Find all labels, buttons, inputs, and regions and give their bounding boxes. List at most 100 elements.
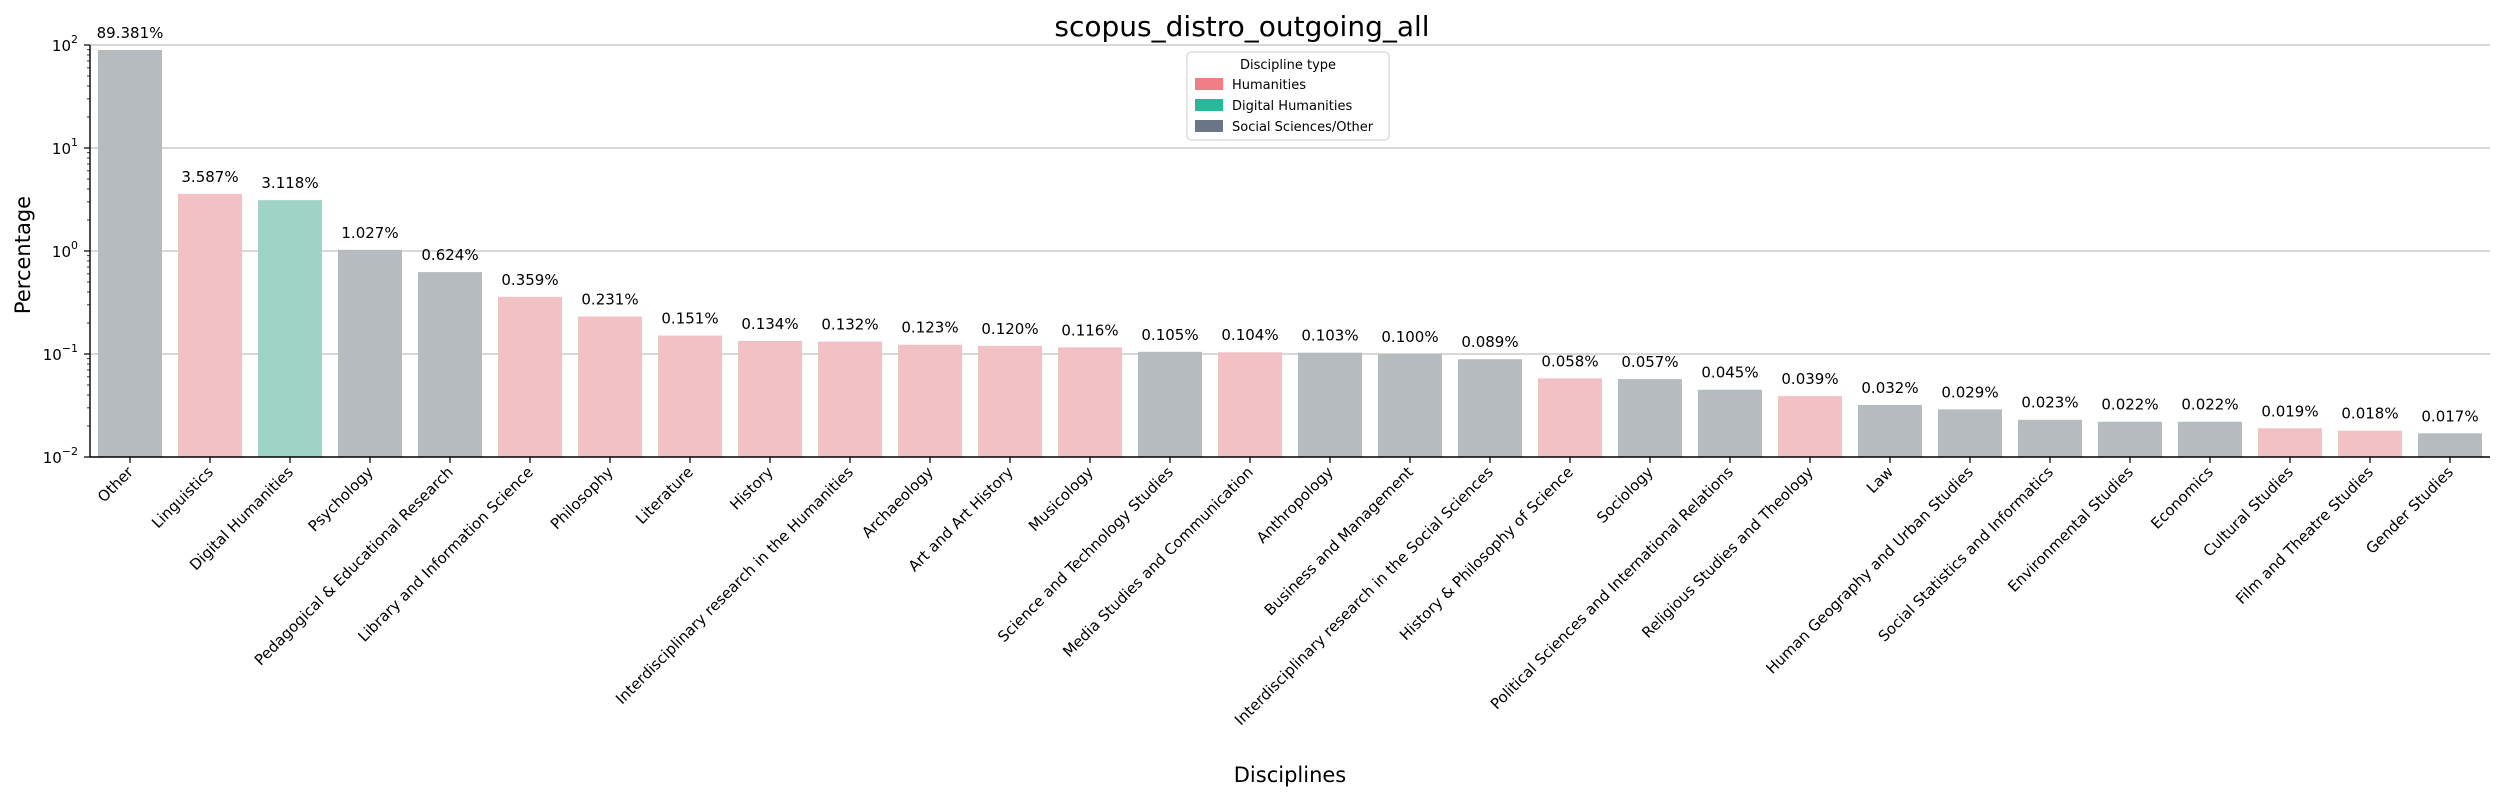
x-tick-label: Economics	[2147, 463, 2217, 533]
legend-swatch	[1195, 78, 1223, 90]
bar	[578, 316, 642, 457]
bar	[2098, 421, 2162, 457]
y-tick-label: 10−1	[43, 342, 78, 364]
bar	[98, 50, 162, 458]
x-tick-label: Law	[1863, 463, 1897, 497]
bar	[2178, 421, 2242, 457]
bar	[1538, 378, 1602, 457]
bar-value-label: 0.103%	[1301, 327, 1358, 345]
bar	[1378, 354, 1442, 457]
bar	[1058, 347, 1122, 457]
y-tick-exponent: 1	[71, 136, 78, 149]
x-tick-label: Library and Information Science	[354, 463, 536, 645]
bar-value-label: 0.105%	[1141, 326, 1198, 344]
x-tick-label: Literature	[632, 463, 697, 528]
bar	[1618, 379, 1682, 457]
legend-label: Social Sciences/Other	[1232, 120, 1374, 135]
bars	[98, 50, 2482, 458]
bar-value-label: 0.120%	[981, 320, 1038, 338]
bar	[1698, 389, 1762, 457]
y-tick-exponent: 2	[71, 33, 78, 46]
chart-title: scopus_distro_outgoing_all	[1054, 10, 1429, 43]
bar-value-label: 0.624%	[421, 246, 478, 264]
bar	[2258, 428, 2322, 457]
x-tick-label: Psychology	[305, 463, 377, 535]
legend-swatch	[1195, 120, 1223, 132]
bar-value-label: 0.151%	[661, 310, 718, 328]
axes	[84, 44, 2490, 463]
y-tick-label: 10−2	[43, 445, 78, 467]
bar	[1858, 404, 1922, 457]
x-tick-label: Business and Management	[1261, 463, 1417, 619]
x-tick-label: Musicology	[1025, 463, 1097, 535]
legend-swatch	[1195, 99, 1223, 111]
x-tick-label: Linguistics	[148, 463, 217, 532]
bar-value-labels: 89.381% 3.587% 3.118% 1.027% 0.624% 0.359% 0.2…	[97, 24, 2479, 425]
bar	[2338, 430, 2402, 457]
bar-value-label: 0.134%	[741, 315, 798, 333]
bar	[2418, 433, 2482, 457]
y-tick-base: 10	[43, 449, 62, 467]
x-tick-label: Sociology	[1593, 463, 1657, 527]
bar-value-label: 0.116%	[1061, 321, 1118, 339]
x-tick-label: Film and Theatre Studies	[2232, 463, 2377, 608]
bar	[658, 335, 722, 457]
bar-value-label: 0.019%	[2261, 402, 2318, 420]
x-tick-label: Other	[94, 463, 137, 506]
bar-value-label: 1.027%	[341, 224, 398, 242]
bar-value-label: 0.359%	[501, 271, 558, 289]
bar-value-label: 0.132%	[821, 316, 878, 334]
x-tick-label: Religious Studies and Theology	[1638, 463, 1817, 642]
bar	[898, 344, 962, 457]
bar-value-label: 0.029%	[1941, 383, 1998, 401]
bar-value-label: 0.039%	[1781, 370, 1838, 388]
bar	[1218, 352, 1282, 457]
bar-value-label: 0.045%	[1701, 364, 1758, 382]
bar-value-label: 0.104%	[1221, 326, 1278, 344]
bar-value-label: 89.381%	[97, 24, 164, 42]
bar	[258, 200, 322, 457]
x-tick-label: Archaeology	[858, 463, 937, 542]
bar-value-label: 0.100%	[1381, 328, 1438, 346]
bar	[498, 296, 562, 457]
bar-value-label: 0.022%	[2101, 396, 2158, 414]
legend-items: Humanities Digital Humanities Social Scien…	[1195, 78, 1374, 135]
x-tick-label: History & Philosophy of Science	[1396, 463, 1577, 644]
x-tick-label: Anthropology	[1253, 463, 1337, 547]
bar-value-label: 0.018%	[2341, 405, 2398, 423]
bar-value-label: 3.118%	[261, 174, 318, 192]
bar-value-label: 0.123%	[901, 319, 958, 337]
y-tick-exponent: 0	[71, 239, 78, 252]
legend: Discipline type Humanities Digital Humani…	[1186, 51, 1390, 141]
bar-value-label: 0.058%	[1541, 352, 1598, 370]
y-tick-exponent: −2	[62, 445, 78, 458]
y-axis-title: Percentage	[11, 196, 35, 314]
y-tick-label: 100	[52, 239, 78, 261]
bar	[1778, 396, 1842, 457]
bar	[418, 272, 482, 457]
bar-value-label: 0.023%	[2021, 394, 2078, 412]
bar	[2018, 419, 2082, 457]
x-axis-title: Disciplines	[1234, 763, 1347, 787]
bar	[738, 340, 802, 457]
y-tick-label: 101	[52, 136, 78, 158]
bar	[1298, 352, 1362, 457]
x-tick-label: Science and Technology Studies	[994, 463, 1177, 646]
x-tick-label: History	[726, 463, 777, 514]
bar	[338, 249, 402, 457]
x-tick-label: Gender Studies	[2362, 463, 2457, 558]
bar	[178, 193, 242, 457]
legend-label: Digital Humanities	[1232, 99, 1352, 114]
bar-value-label: 0.089%	[1461, 333, 1518, 351]
bar-value-label: 0.231%	[581, 291, 638, 309]
y-tick-exponent: −1	[62, 342, 78, 355]
bar	[818, 341, 882, 457]
bar-value-label: 0.032%	[1861, 379, 1918, 397]
y-tick-base: 10	[52, 243, 71, 261]
bar-value-label: 3.587%	[181, 168, 238, 186]
y-tick-base: 10	[52, 140, 71, 158]
bar	[1458, 359, 1522, 457]
